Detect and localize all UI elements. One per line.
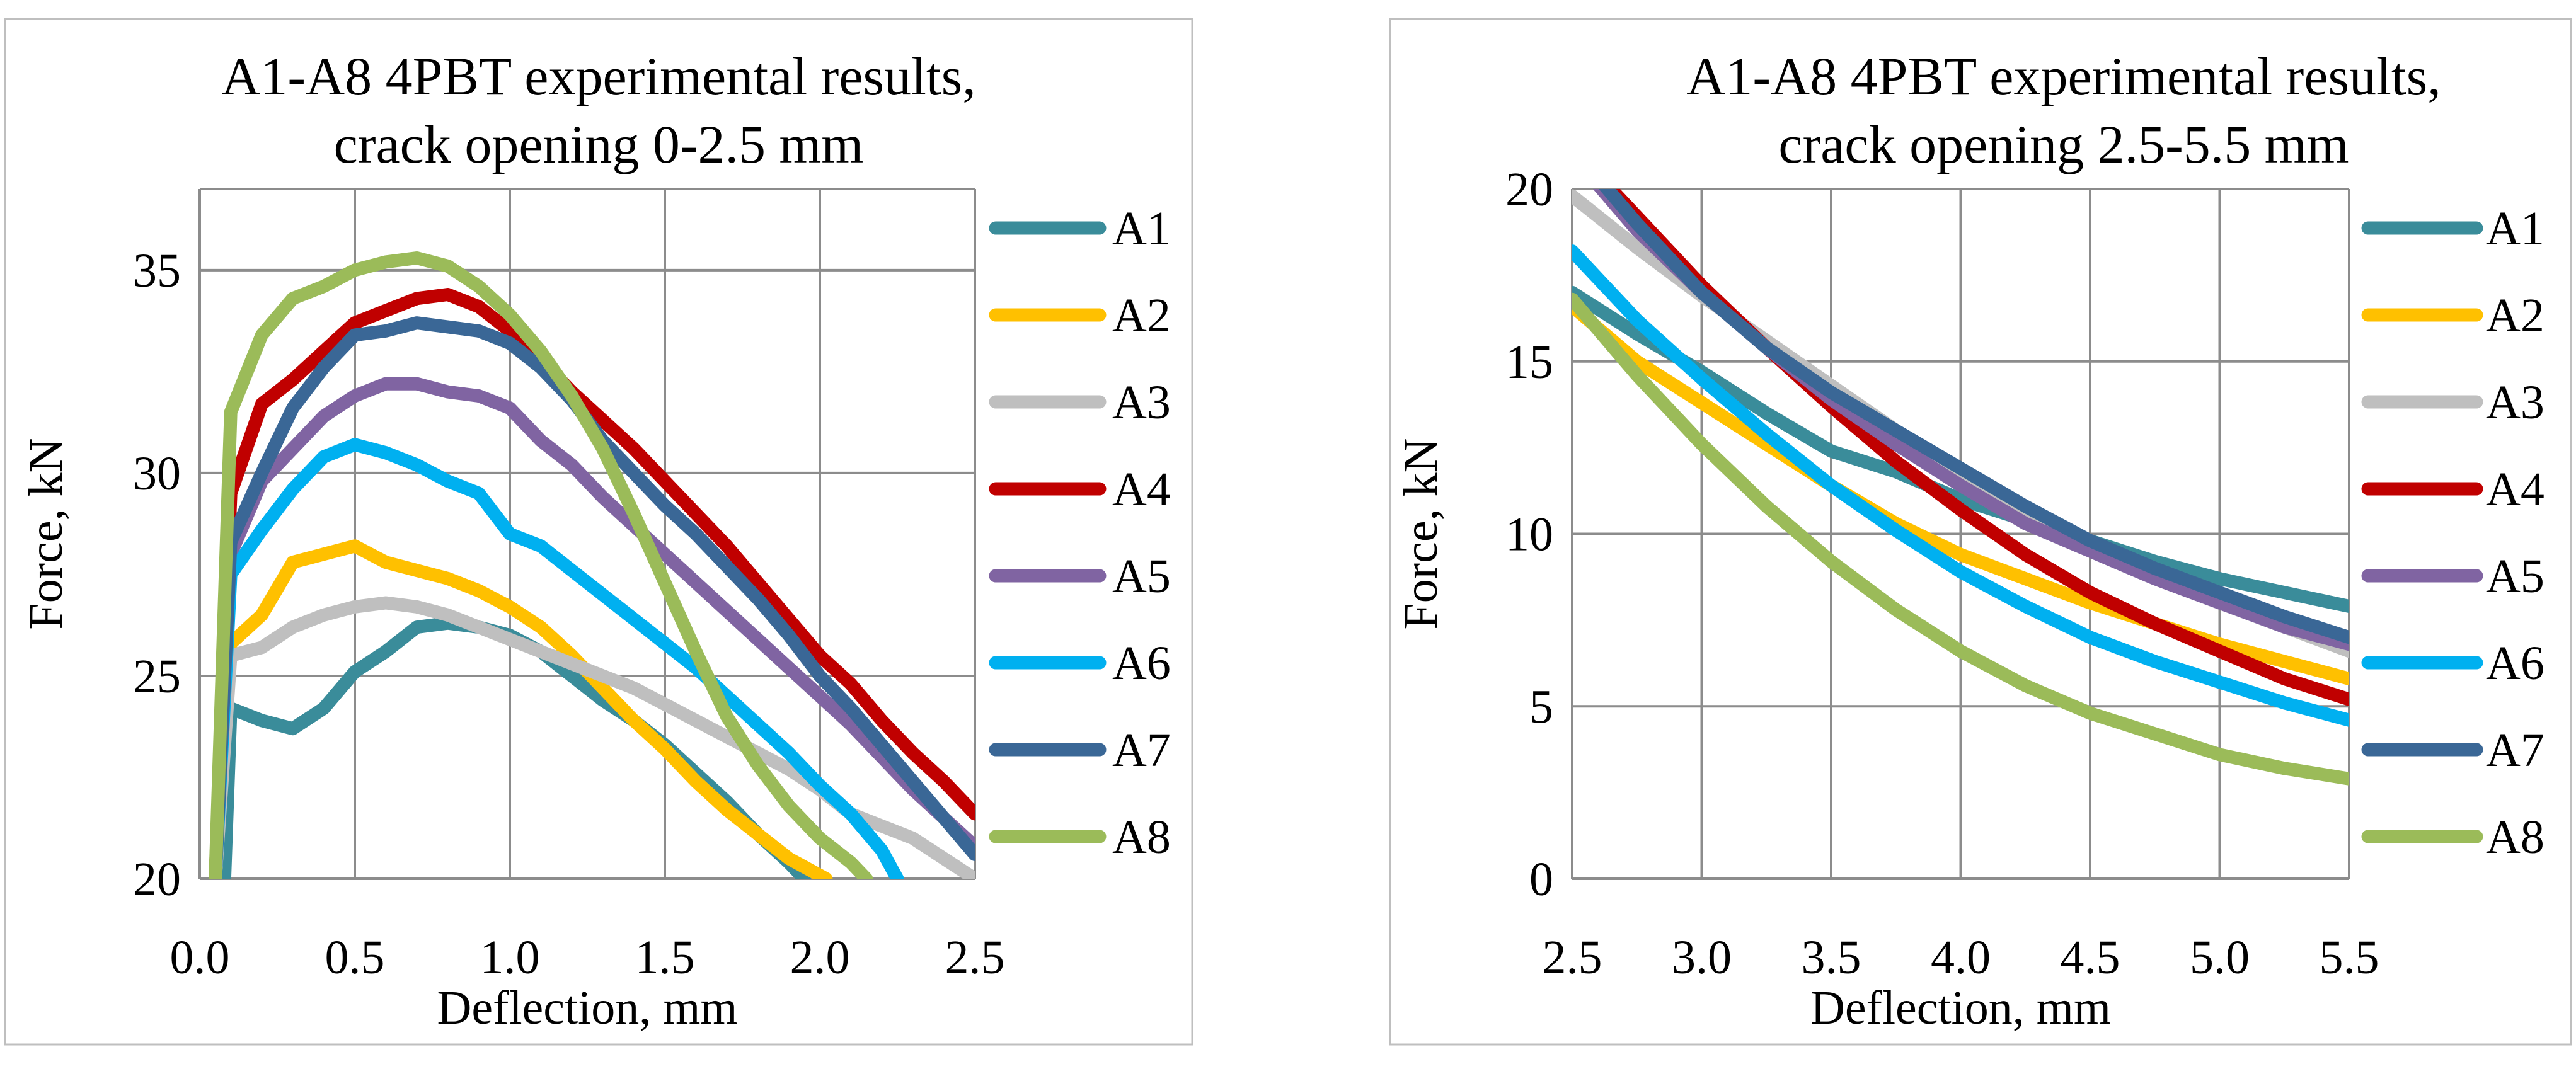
chart-title-line-1: A1-A8 4PBT experimental results,	[221, 46, 975, 106]
x-tick-label: 1.5	[635, 931, 695, 984]
legend: A1 A2 A3 A4 A5 A6 A7 A8	[2361, 202, 2544, 864]
y-tick-label: 5	[1529, 680, 1553, 733]
x-axis-label: Deflection, mm	[1810, 981, 2111, 1034]
series-group	[1572, 189, 2349, 786]
y-tick-label: 15	[1505, 336, 1553, 389]
x-tick-label: 5.0	[2190, 931, 2250, 984]
y-tick-label: 20	[133, 853, 181, 906]
series-line-a5	[209, 377, 975, 879]
series-line-a6	[209, 438, 904, 879]
series-line-a4	[209, 288, 975, 879]
series-group	[209, 251, 975, 879]
x-axis-label: Deflection, mm	[437, 981, 738, 1034]
y-tick-label: 30	[133, 447, 181, 500]
y-tick-label: 35	[133, 244, 181, 297]
legend-label-a7: A7	[1112, 724, 1171, 777]
chart-title-line-1: A1-A8 4PBT experimental results,	[1686, 46, 2441, 106]
legend: A1 A2 A3 A4 A5 A6 A7 A8	[989, 202, 1171, 864]
x-tick-label: 5.5	[2320, 931, 2379, 984]
x-tick-label: 3.5	[1802, 931, 1861, 984]
legend-label-a6: A6	[1112, 637, 1171, 690]
series-line-a7	[1599, 189, 2349, 644]
chart-2: A1-A8 4PBT experimental results, crack op…	[1394, 46, 2544, 1034]
y-axis-label: Force, kN	[20, 438, 72, 630]
x-tick-label: 2.5	[1543, 931, 1602, 984]
x-tick-label: 4.5	[2061, 931, 2120, 984]
legend-label-a2: A2	[2486, 289, 2544, 342]
x-tick-label: 1.0	[480, 931, 540, 984]
legend-label-a3: A3	[1112, 376, 1171, 429]
legend-label-a3: A3	[2486, 376, 2544, 429]
x-tick-label: 2.0	[790, 931, 850, 984]
legend-label-a8: A8	[2486, 811, 2544, 864]
y-tick-label: 20	[1505, 163, 1553, 216]
legend-label-a2: A2	[1112, 289, 1171, 342]
series-line-a6	[1572, 244, 2349, 727]
legend-label-a4: A4	[2486, 463, 2544, 516]
chart-title-line-2: crack opening 2.5-5.5 mm	[1778, 114, 2349, 174]
legend-label-a1: A1	[2486, 202, 2544, 255]
x-tick-label: 0.0	[170, 931, 230, 984]
x-tick-label: 2.5	[945, 931, 1005, 984]
legend-label-a4: A4	[1112, 463, 1171, 516]
chart-1: A1-A8 4PBT experimental results, crack op…	[20, 46, 1171, 1034]
x-tick-label: 0.5	[325, 931, 385, 984]
legend-label-a6: A6	[2486, 637, 2544, 690]
legend-label-a7: A7	[2486, 724, 2544, 777]
legend-label-a5: A5	[1112, 550, 1171, 603]
y-tick-label: 25	[133, 650, 181, 703]
y-axis-label: Force, kN	[1394, 438, 1447, 630]
series-line-a8	[209, 251, 873, 879]
y-tick-label: 10	[1505, 508, 1553, 561]
chart-title-line-2: crack opening 0-2.5 mm	[334, 114, 864, 174]
legend-label-a8: A8	[1112, 811, 1171, 864]
legend-label-a1: A1	[1112, 202, 1171, 255]
x-tick-label: 4.0	[1931, 931, 1991, 984]
x-tick-label: 3.0	[1672, 931, 1732, 984]
legend-label-a5: A5	[2486, 550, 2544, 603]
y-tick-label: 0	[1529, 853, 1553, 906]
series-line-a8	[1572, 292, 2349, 786]
series-line-a2	[209, 539, 833, 879]
